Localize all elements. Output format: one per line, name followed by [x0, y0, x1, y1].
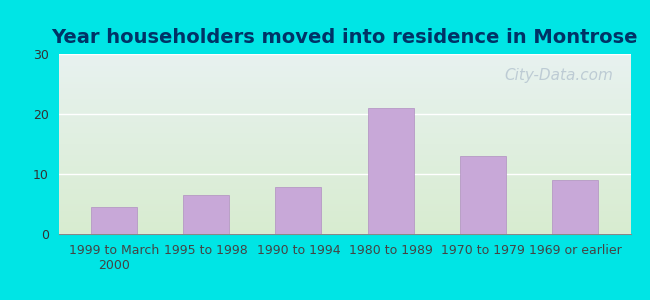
Bar [460, 156, 506, 234]
Bar [276, 187, 322, 234]
Bar [552, 180, 598, 234]
Title: Year householders moved into residence in Montrose: Year householders moved into residence i… [51, 28, 638, 47]
Text: City-Data.com: City-Data.com [504, 68, 614, 83]
Bar [91, 207, 137, 234]
Bar [367, 108, 413, 234]
Bar [183, 195, 229, 234]
